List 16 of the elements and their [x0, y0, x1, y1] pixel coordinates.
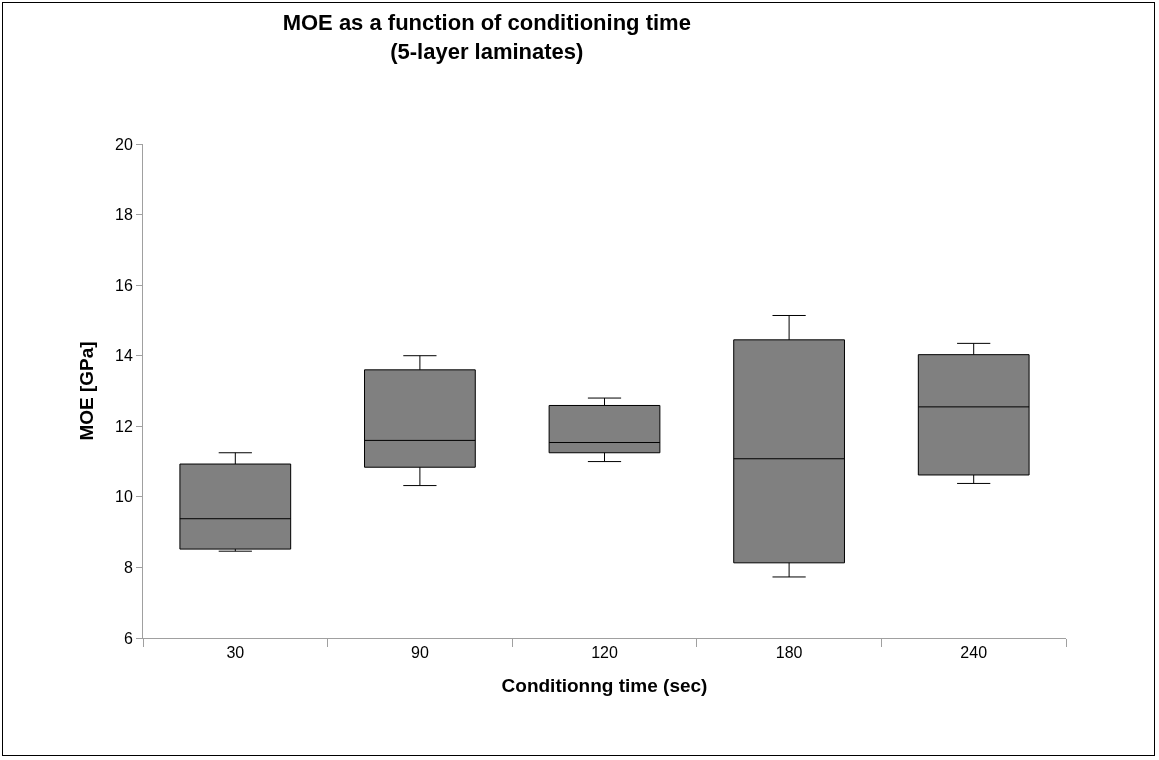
y-tick-label: 14	[115, 347, 133, 365]
y-tick-label: 12	[115, 417, 133, 435]
y-tick-label: 20	[115, 135, 133, 153]
x-tick-label: 240	[960, 644, 988, 662]
x-tick-label: 180	[775, 644, 803, 662]
y-tick-label: 6	[123, 629, 133, 647]
y-tick-label: 16	[115, 276, 133, 294]
x-tick-label: 90	[411, 644, 429, 662]
y-axis-title: MOE [GPa]	[75, 341, 97, 441]
x-tick-label: 30	[226, 644, 245, 662]
y-tick-label: 10	[115, 488, 133, 506]
chart-title: MOE as a function of conditioning time (5-layer laminates)	[282, 10, 691, 64]
y-tick-label: 18	[115, 206, 133, 224]
y-tick-label: 8	[123, 559, 133, 577]
x-axis-title: Conditionng time (sec)	[501, 675, 708, 696]
x-tick-label: 120	[591, 644, 618, 662]
